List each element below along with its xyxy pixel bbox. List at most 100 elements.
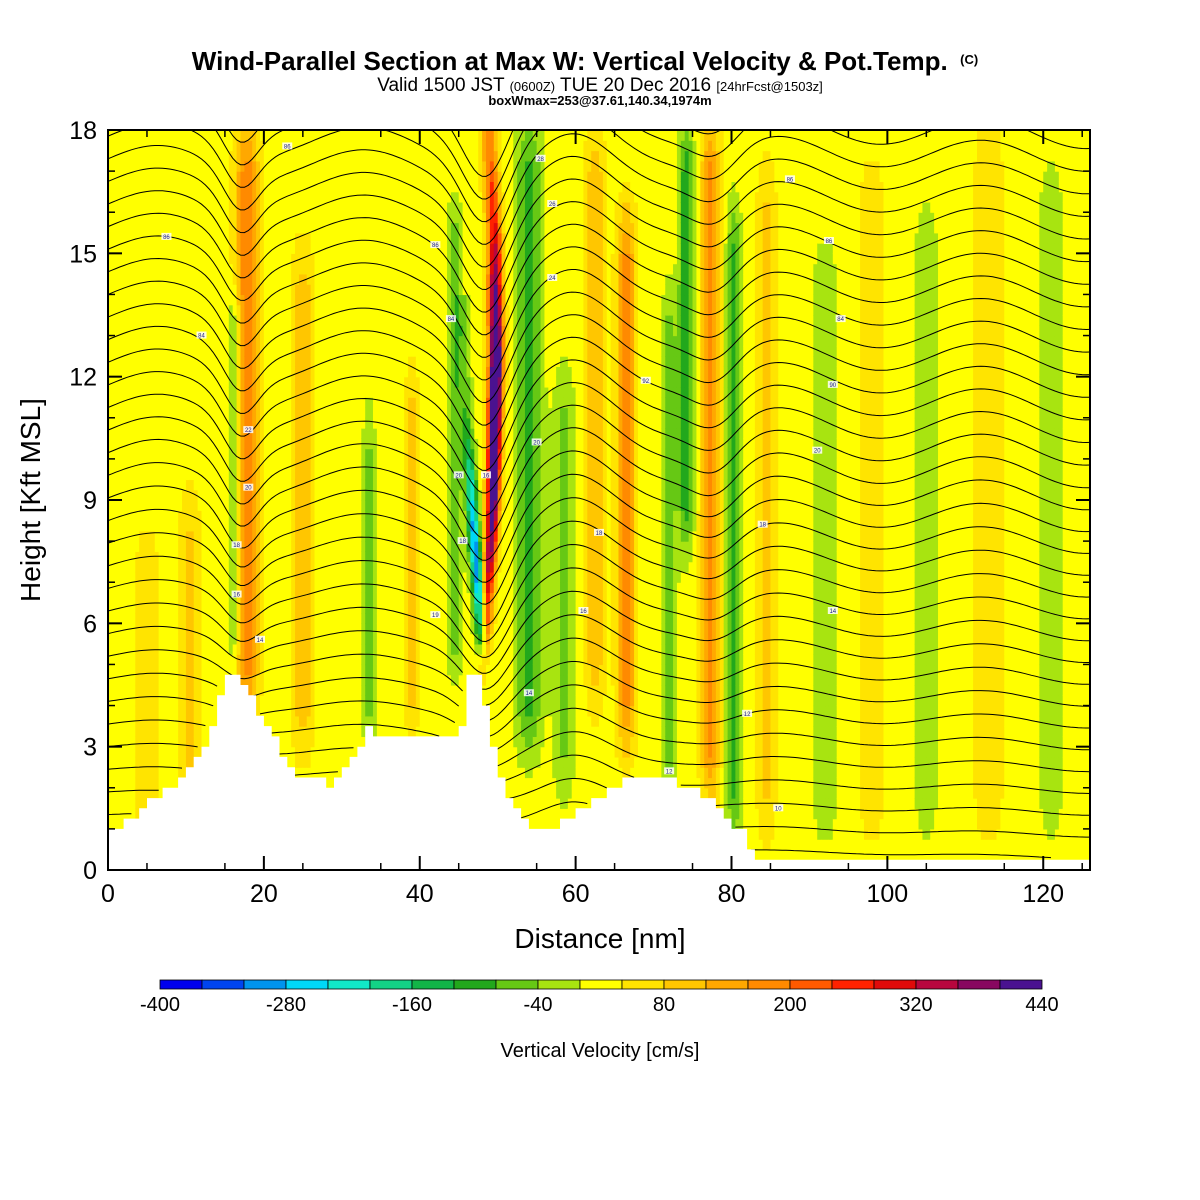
velocity-cell (318, 695, 323, 707)
velocity-cell (353, 181, 358, 193)
velocity-cell (353, 294, 358, 306)
velocity-cell (178, 222, 183, 234)
velocity-cell (119, 643, 125, 655)
velocity-cell (314, 510, 320, 522)
velocity-cell (369, 294, 374, 306)
velocity-cell (353, 232, 358, 244)
velocity-cell (135, 777, 140, 789)
velocity-cell (357, 428, 362, 439)
velocity-cell (232, 160, 238, 172)
velocity-cell (217, 253, 222, 265)
velocity-cell (322, 407, 327, 419)
velocity-cell (189, 160, 195, 172)
velocity-cell (298, 335, 304, 347)
velocity-cell (158, 613, 164, 624)
velocity-cell (139, 530, 144, 542)
velocity-cell (189, 243, 195, 254)
velocity-cell (287, 582, 292, 594)
velocity-cell (345, 510, 351, 522)
velocity-cell (322, 551, 327, 563)
velocity-cell (295, 243, 300, 254)
velocity-cell (236, 325, 242, 337)
velocity-cell (115, 818, 121, 830)
velocity-cell (334, 376, 339, 388)
velocity-cell (221, 140, 226, 152)
velocity-cell (322, 397, 327, 409)
velocity-cell (189, 273, 195, 285)
velocity-cell (154, 715, 160, 727)
velocity-cell (252, 510, 257, 522)
velocity-cell (127, 602, 132, 614)
velocity-cell (240, 592, 245, 604)
velocity-cell (369, 171, 374, 182)
velocity-cell (302, 191, 308, 203)
velocity-cell (252, 284, 257, 296)
velocity-cell (341, 685, 347, 696)
velocity-cell (310, 181, 316, 193)
velocity-cell (369, 705, 374, 717)
velocity-cell (271, 212, 277, 224)
velocity-cell (158, 479, 164, 491)
velocity-cell (162, 736, 168, 748)
velocity-cell (135, 160, 140, 172)
velocity-cell (240, 171, 245, 182)
velocity-cell (189, 756, 195, 768)
velocity-cell (178, 294, 183, 306)
velocity-cell (146, 263, 152, 275)
velocity-cell (275, 335, 281, 347)
velocity-cell (334, 520, 339, 532)
velocity-cell (357, 674, 362, 686)
velocity-cell (119, 458, 125, 470)
velocity-cell (193, 736, 199, 748)
velocity-cell (322, 130, 327, 141)
velocity-cell (123, 212, 129, 224)
velocity-cell (146, 685, 152, 696)
velocity-cell (334, 736, 339, 748)
velocity-cell (185, 150, 191, 162)
velocity-cell (150, 273, 156, 285)
velocity-cell (357, 726, 362, 737)
velocity-cell (252, 335, 257, 347)
velocity-cell (330, 273, 335, 285)
velocity-cell (357, 407, 362, 419)
velocity-cell (256, 428, 261, 439)
velocity-cell (337, 201, 343, 213)
velocity-cell (178, 664, 183, 676)
velocity-cell (271, 191, 277, 203)
velocity-cell (369, 335, 374, 347)
velocity-cell (162, 407, 168, 419)
velocity-cell (209, 407, 214, 419)
velocity-cell (146, 345, 152, 357)
velocity-cell (166, 726, 171, 737)
velocity-cell (232, 407, 238, 419)
velocity-cell (143, 243, 148, 254)
velocity-cell (143, 366, 148, 378)
velocity-cell (185, 746, 191, 758)
velocity-cell (131, 386, 136, 398)
velocity-cell (182, 458, 187, 470)
velocity-cell (345, 448, 351, 460)
velocity-cell (185, 376, 191, 388)
velocity-cell (170, 315, 175, 326)
velocity-cell (330, 325, 335, 337)
velocity-cell (345, 500, 351, 511)
velocity-cell (166, 335, 171, 347)
velocity-cell (287, 643, 292, 655)
velocity-cell (345, 140, 351, 152)
velocity-cell (361, 150, 366, 162)
velocity-cell (170, 222, 175, 234)
velocity-cell (326, 407, 331, 419)
velocity-cell (224, 284, 230, 296)
velocity-cell (322, 448, 327, 460)
velocity-cell (306, 736, 312, 748)
velocity-cell (291, 356, 296, 367)
velocity-cell (291, 613, 296, 624)
velocity-cell (310, 479, 316, 491)
velocity-cell (314, 232, 320, 244)
velocity-cell (322, 623, 327, 635)
velocity-cell (217, 191, 222, 203)
velocity-cell (353, 222, 358, 234)
velocity-cell (252, 551, 257, 563)
velocity-cell (205, 674, 210, 686)
velocity-cell (295, 756, 300, 768)
